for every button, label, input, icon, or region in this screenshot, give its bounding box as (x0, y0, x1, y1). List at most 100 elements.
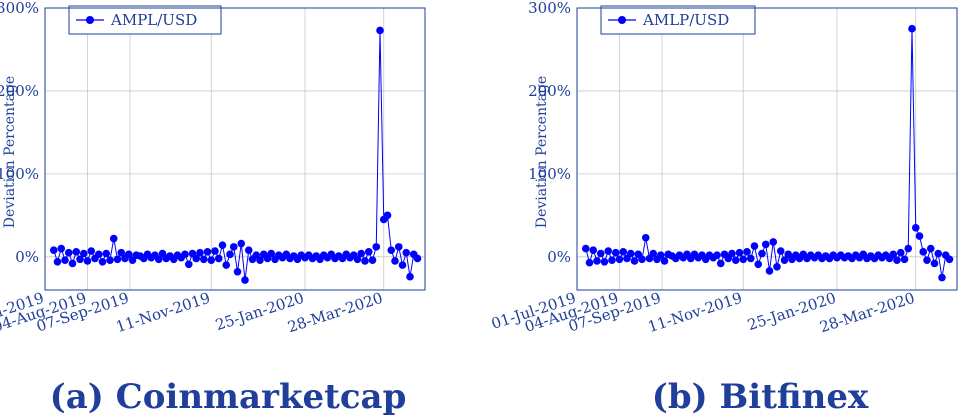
data-point (229, 243, 238, 251)
data-point (207, 256, 216, 264)
data-point (83, 257, 92, 265)
data-point (199, 255, 208, 264)
data-point (900, 255, 909, 264)
data-point (908, 24, 916, 33)
data-point (94, 250, 103, 259)
data-point (934, 249, 943, 258)
panel-b-legend-label: AMLP/USD (642, 11, 729, 29)
data-point (593, 257, 601, 265)
data-point (237, 239, 246, 248)
panel-a-plot-frame (44, 7, 426, 291)
data-point (619, 248, 628, 256)
x-tick-label: 11-Nov-2019 (114, 289, 213, 336)
data-point (72, 248, 81, 256)
data-point (102, 249, 111, 258)
data-point (117, 248, 126, 257)
panel-b-legend-marker (618, 16, 626, 24)
data-point (926, 244, 935, 253)
data-point (630, 257, 639, 265)
data-point (368, 256, 377, 264)
data-point (780, 256, 789, 264)
data-point (53, 258, 62, 266)
data-point (413, 254, 422, 263)
y-tick-label: 100% (0, 165, 39, 183)
data-point (398, 261, 407, 269)
data-point (769, 238, 778, 246)
panel-b-ticks: 0%100%200%300%01-Jul-201904-Aug-201907-S… (489, 0, 917, 336)
data-point (919, 248, 928, 256)
data-point (739, 255, 748, 264)
data-point (600, 258, 609, 266)
data-point (244, 246, 253, 254)
data-point (889, 250, 898, 259)
series-line (53, 30, 418, 281)
x-tick-label: 11-Nov-2019 (646, 289, 745, 336)
data-point (361, 257, 369, 265)
data-point (765, 267, 774, 275)
data-point (196, 248, 204, 257)
data-point (776, 247, 785, 255)
data-point (394, 243, 403, 251)
data-point (728, 249, 736, 258)
panel-b-series (581, 24, 954, 282)
data-point (376, 26, 384, 35)
data-point (746, 254, 755, 263)
panel-b-y-axis-label: Deviation Percentage (534, 76, 550, 228)
panel-a-legend: AMPL/USD (68, 5, 222, 35)
data-point (406, 272, 414, 281)
data-point (713, 251, 721, 259)
data-point (387, 246, 396, 254)
data-point (641, 233, 650, 242)
data-point (608, 256, 616, 264)
panel-b: 0%100%200%300%01-Jul-201904-Aug-201907-S… (489, 0, 958, 417)
y-tick-label: 0% (547, 248, 571, 266)
data-point (383, 211, 392, 220)
series-line (585, 28, 950, 278)
data-point (893, 256, 901, 264)
data-point (214, 254, 223, 263)
panel-b-plot-frame (576, 7, 958, 291)
data-point (904, 244, 913, 253)
data-point (649, 249, 658, 258)
data-point (106, 256, 114, 264)
panel-a-legend-label: AMPL/USD (110, 11, 197, 29)
panel-a-y-axis-label: Deviation Percentage (2, 76, 18, 228)
data-point (211, 247, 219, 255)
data-point (615, 255, 624, 264)
panel-a-series (49, 26, 422, 284)
data-point (184, 260, 193, 269)
y-tick-label: 300% (528, 0, 571, 17)
data-point (364, 248, 373, 256)
data-point (611, 248, 620, 257)
data-point (233, 267, 242, 276)
panel-a-ticks: 0%100%200%300%01-Jul-201904-Aug-201907-S… (0, 0, 385, 336)
panel-b-caption: (b) Bitfinex (652, 377, 869, 417)
panel-a: 0%100%200%300%01-Jul-201904-Aug-201907-S… (0, 0, 426, 417)
data-point (357, 249, 366, 258)
data-point (391, 257, 399, 265)
data-point (589, 246, 598, 254)
data-point (79, 249, 88, 258)
data-point (758, 249, 766, 258)
data-point (61, 256, 69, 264)
data-point (656, 251, 665, 259)
data-point (945, 255, 954, 264)
data-point (773, 262, 781, 271)
data-point (938, 273, 946, 282)
data-point (267, 249, 276, 258)
data-point (660, 257, 669, 265)
data-point (218, 241, 227, 250)
data-point (222, 261, 231, 269)
data-point (735, 248, 744, 257)
data-point (241, 276, 249, 284)
data-point (923, 256, 931, 264)
y-tick-label: 100% (528, 165, 571, 183)
data-point (76, 255, 84, 264)
data-point (638, 255, 646, 264)
data-point (716, 259, 725, 268)
panel-a-caption: (a) Coinmarketcap (50, 377, 407, 417)
data-point (581, 244, 590, 253)
data-point (731, 256, 740, 264)
data-point (604, 247, 613, 255)
